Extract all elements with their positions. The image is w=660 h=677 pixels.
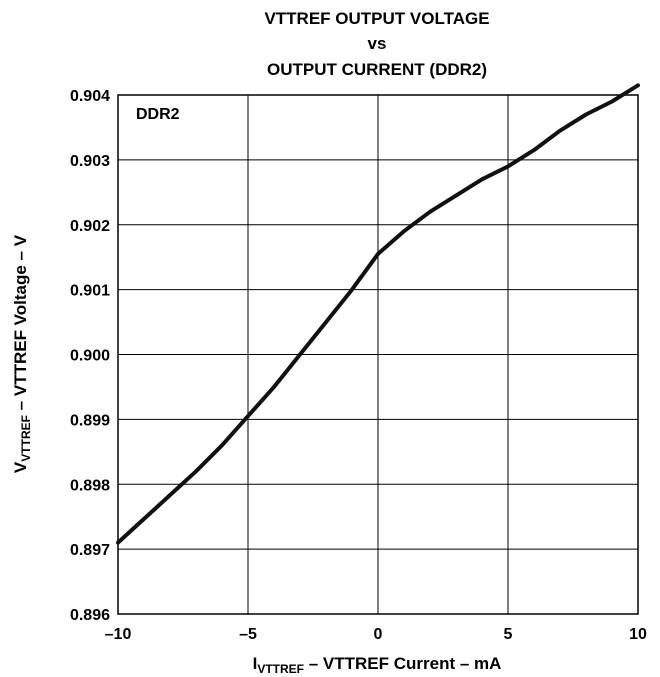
- y-tick-label: 0.896: [70, 607, 110, 624]
- x-tick-label: 10: [629, 626, 647, 643]
- x-tick-label: –10: [105, 626, 132, 643]
- series-layer: [116, 83, 640, 545]
- y-axis-label: VVTTREF – VTTREF Voltage – V: [11, 234, 33, 473]
- chart-title: VTTREF OUTPUT VOLTAGE vs OUTPUT CURRENT …: [264, 9, 489, 79]
- chart-title-line-2: vs: [368, 34, 387, 53]
- series-line: [116, 83, 640, 545]
- grid: [118, 95, 638, 614]
- x-tick-label: 5: [504, 626, 513, 643]
- y-tick-label: 0.901: [70, 283, 110, 300]
- x-axis: –10 –5 0 5 10: [105, 626, 647, 643]
- ddr2-annotation: DDR2: [136, 106, 180, 123]
- y-tick-label: 0.900: [70, 348, 110, 365]
- y-axis-label-main: V: [11, 461, 30, 473]
- chart-title-line-3: OUTPUT CURRENT (DDR2): [267, 60, 487, 79]
- y-tick-label: 0.898: [70, 477, 110, 494]
- y-axis-label-rest: – VTTREF Voltage – V: [11, 234, 30, 415]
- chart-title-line-1: VTTREF OUTPUT VOLTAGE: [264, 9, 489, 28]
- plot-frame: [117, 94, 639, 615]
- x-tick-label: –5: [239, 626, 257, 643]
- x-axis-label: IVTTREF – VTTREF Current – mA: [253, 654, 502, 676]
- y-tick-label: 0.897: [70, 542, 110, 559]
- y-axis: 0.896 0.897 0.898 0.899 0.900 0.901 0.902 0.903…: [70, 88, 110, 624]
- y-axis-label-subscript: VTTREF: [19, 415, 33, 462]
- x-axis-label-main: I: [253, 654, 258, 673]
- x-axis-label-rest: – VTTREF Current – mA: [304, 654, 501, 673]
- y-tick-label: 0.902: [70, 218, 110, 235]
- y-tick-label: 0.904: [70, 88, 110, 105]
- y-tick-label: 0.899: [70, 412, 110, 429]
- y-tick-label: 0.903: [70, 153, 110, 170]
- x-axis-label-subscript: VTTREF: [257, 662, 304, 676]
- x-tick-label: 0: [374, 626, 383, 643]
